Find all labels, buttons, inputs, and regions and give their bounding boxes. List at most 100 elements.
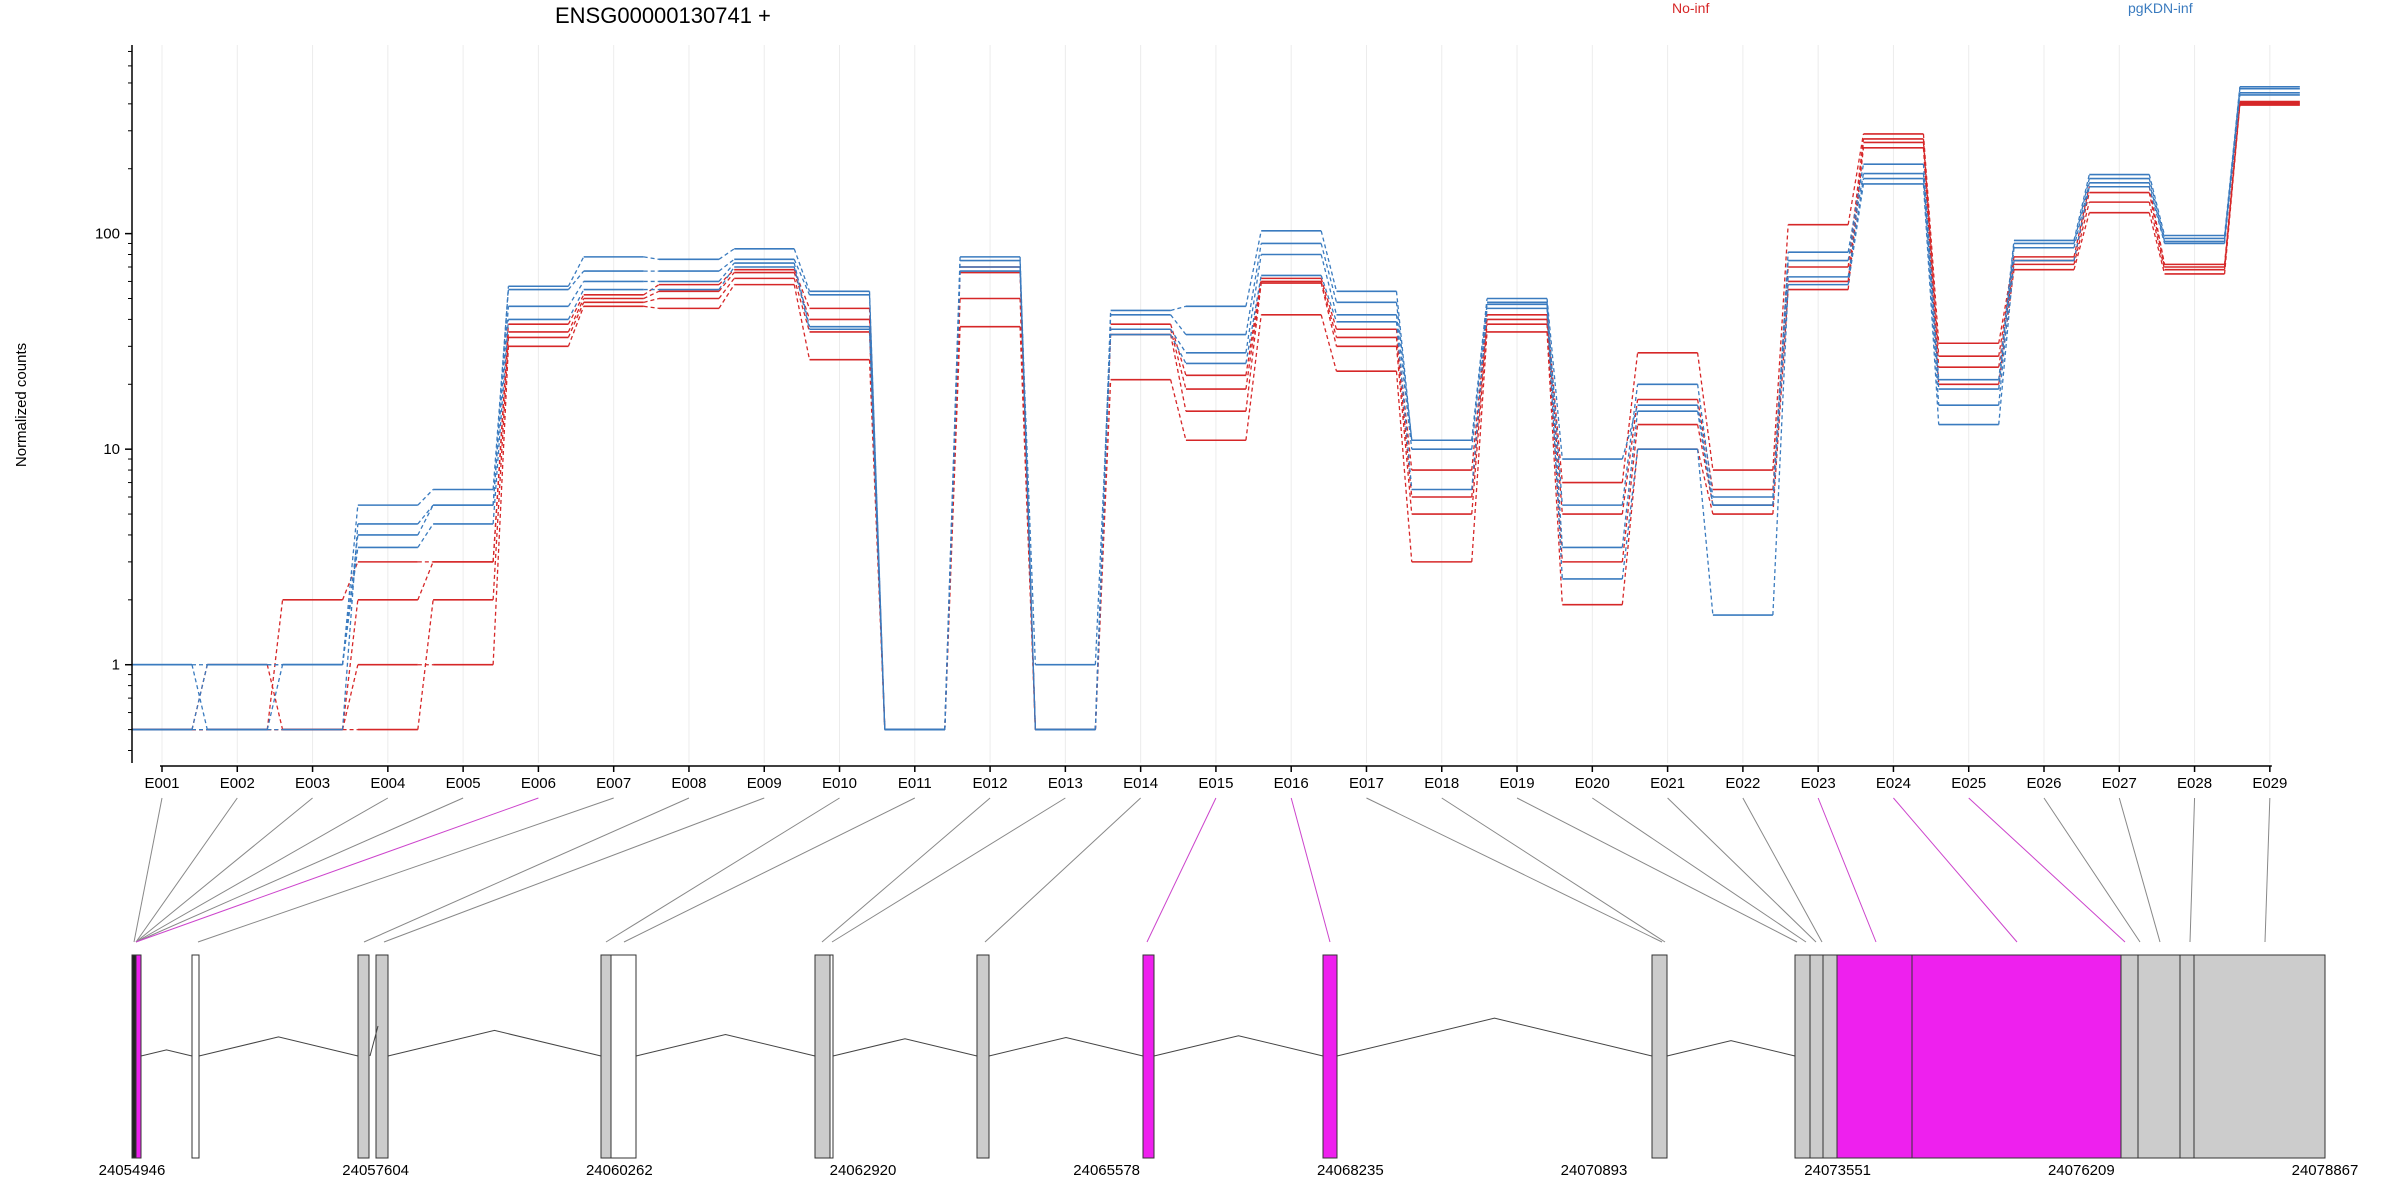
series-connector [2073, 186, 2090, 261]
series-connector [492, 319, 510, 524]
series-connector [793, 284, 811, 360]
intron-line [198, 1036, 359, 1057]
series-connector [2148, 186, 2166, 265]
genomic-tick-label: 24073551 [1804, 1162, 1871, 1179]
exon-connector [1516, 797, 1798, 943]
intron-line [387, 1029, 602, 1057]
genomic-tick-label: 24076209 [2048, 1162, 2115, 1179]
series-connector [1245, 230, 1262, 307]
exon-connectors [133, 797, 2271, 943]
exon-connector [623, 797, 916, 943]
exon-connector [135, 797, 464, 943]
series-connector [1621, 404, 1639, 460]
exon-connector [821, 797, 991, 943]
x-tick-label: E027 [2102, 775, 2137, 792]
series-connector [1170, 328, 1187, 354]
x-tick-label: E021 [1650, 775, 1685, 792]
exon-box [1794, 954, 1811, 1159]
series-connector [1922, 142, 1940, 368]
exon-box [814, 954, 831, 1159]
series-connector [1395, 371, 1413, 562]
series-connector [567, 302, 585, 338]
x-tick-label: E017 [1349, 775, 1384, 792]
series-connector [1320, 243, 1338, 303]
series-connector [793, 278, 811, 333]
exon-connector [1441, 797, 1666, 943]
exon-box [1822, 954, 1838, 1159]
exon-connector [133, 797, 163, 943]
x-tick-label: E013 [1048, 775, 1083, 792]
series-connector [718, 266, 735, 290]
series-line [132, 87, 2300, 731]
series-connector [793, 248, 811, 292]
genomic-tick-label: 24068235 [1317, 1162, 1384, 1179]
series-connector [1395, 314, 1413, 450]
intron-line [1336, 1017, 1653, 1057]
axes: 1 10 100 E001 E002 E003 E004 E005 E006 E007 E008 E0… [95, 45, 2287, 792]
intron-line [369, 1025, 379, 1057]
exon-connector [363, 797, 690, 943]
series-connector [1998, 247, 2015, 406]
exon-connector [984, 797, 1141, 943]
series-connector [793, 262, 811, 327]
intron-line [832, 1038, 978, 1057]
series-connector [567, 306, 585, 347]
exon-box [191, 954, 200, 1159]
x-tick-label: E023 [1801, 775, 1836, 792]
series-connector [868, 329, 886, 730]
exon-box [600, 954, 612, 1159]
series-connector [1170, 329, 1187, 390]
genomic-tick-label: 24070893 [1561, 1162, 1628, 1179]
exon-box [375, 954, 389, 1159]
series-connector [1847, 142, 1865, 282]
x-tick-label: E011 [898, 775, 932, 792]
series-connector [1471, 319, 1488, 498]
genomic-tick-label: 24078867 [2292, 1162, 2359, 1179]
genomic-tick-label: 24054946 [99, 1162, 166, 1179]
series-connector [868, 294, 886, 730]
exon-connector [2043, 797, 2141, 943]
series-connector [793, 266, 811, 330]
series-connector [1245, 254, 1262, 353]
series-connector [1471, 331, 1488, 562]
exon-connector [2264, 797, 2271, 943]
x-tick-label: E022 [1725, 775, 1760, 792]
x-tick-label: E029 [2252, 775, 2287, 792]
series-connector [2148, 192, 2166, 268]
exon-box [2137, 954, 2181, 1159]
series-connector [1847, 178, 1865, 277]
y-tick-label: 100 [95, 226, 120, 243]
exon-box [2193, 954, 2326, 1159]
series-connector [944, 256, 961, 730]
x-tick-label: E020 [1575, 775, 1610, 792]
exon-connector [1817, 797, 1877, 943]
x-tick-label: E024 [1876, 775, 1911, 792]
series-connector [1696, 405, 1714, 506]
exon-connector [135, 797, 539, 943]
x-tick-label: E001 [144, 775, 179, 792]
x-tick-label: E016 [1274, 775, 1309, 792]
x-tick-label: E006 [521, 775, 556, 792]
legend-pgkdn-inf: pgKDN-inf [2128, 0, 2193, 16]
series-connector [1170, 305, 1187, 312]
series-connector [1847, 183, 1865, 285]
exon-connector [1742, 797, 1823, 943]
genomic-tick-label: 24060262 [586, 1162, 653, 1179]
genomic-tick-label: 24062920 [830, 1162, 897, 1179]
exon-connector [1667, 797, 1817, 943]
series-connector [1696, 384, 1714, 498]
series-connector [1094, 334, 1112, 665]
genomic-axis: 24054946 24057604 24060262 24062920 24065578… [99, 1162, 2359, 1179]
series-connector [1320, 254, 1338, 315]
series-connector [417, 599, 434, 730]
series-connector [417, 504, 434, 536]
series-connector [1094, 310, 1112, 730]
series-connector [1170, 379, 1187, 441]
series-connector [1320, 282, 1338, 347]
series-connector [1546, 302, 1563, 506]
series-connector [1621, 411, 1639, 548]
intron-line [635, 1034, 816, 1057]
series-connector [643, 290, 660, 300]
series-connector [341, 599, 359, 730]
series-connector [1471, 308, 1488, 490]
